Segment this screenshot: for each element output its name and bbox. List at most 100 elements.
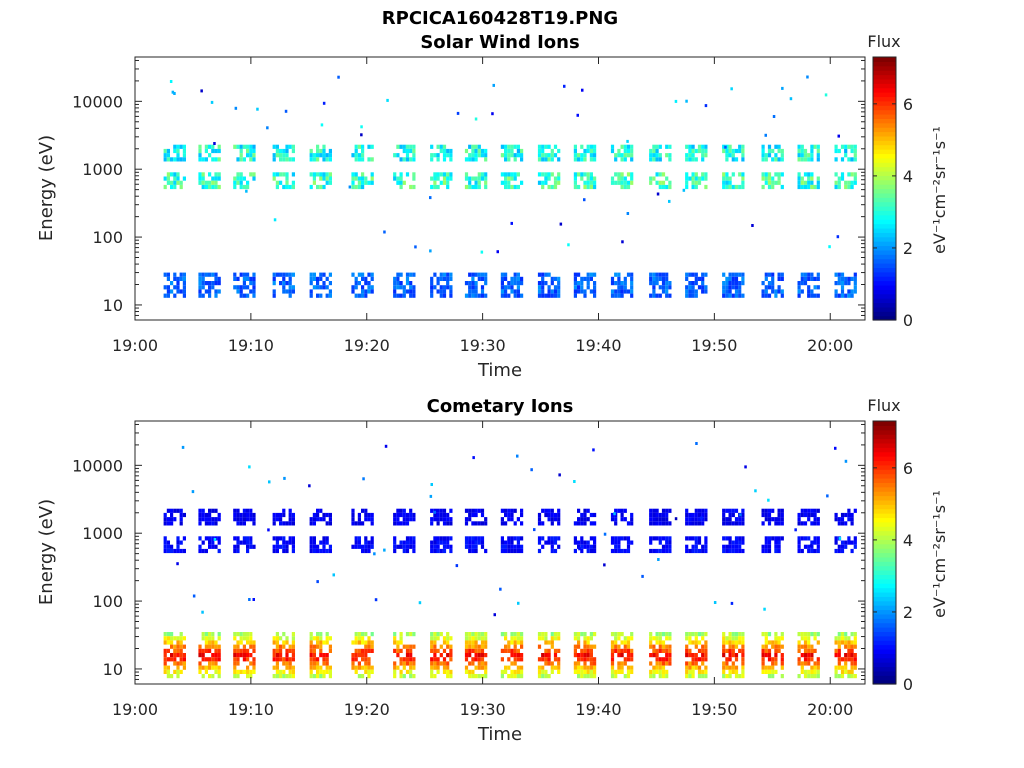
data-cell xyxy=(275,517,279,522)
colorbar-step xyxy=(873,241,896,247)
data-cell xyxy=(464,644,469,649)
data-cell xyxy=(396,508,400,513)
data-cell xyxy=(589,172,593,177)
data-cell xyxy=(658,293,662,298)
colorbar-step xyxy=(873,206,896,212)
data-cell xyxy=(256,107,259,111)
data-cell xyxy=(580,157,584,162)
data-cell xyxy=(204,632,208,637)
data-cell xyxy=(547,184,551,190)
data-cell xyxy=(767,544,772,549)
data-cell xyxy=(402,665,406,670)
data-cell xyxy=(252,644,256,649)
data-cell xyxy=(537,674,542,679)
data-cell xyxy=(176,644,180,649)
data-cell xyxy=(661,517,666,522)
data-cell xyxy=(685,99,688,103)
colorbar-step xyxy=(873,135,896,141)
data-cell xyxy=(516,669,520,674)
data-cell xyxy=(405,512,410,518)
data-cell xyxy=(211,281,215,286)
data-cell xyxy=(797,661,801,666)
data-cell xyxy=(516,517,520,522)
colorbar-tick-label: 0 xyxy=(903,675,913,694)
data-cell xyxy=(580,674,584,679)
data-cell xyxy=(449,293,453,298)
data-cell xyxy=(357,653,361,658)
data-cell xyxy=(580,517,584,522)
data-cell xyxy=(853,281,857,286)
data-cell xyxy=(496,250,499,254)
data-cell xyxy=(446,281,450,286)
data-cell xyxy=(547,517,551,522)
data-cell xyxy=(780,536,784,541)
data-cell xyxy=(233,285,237,290)
colorbar-step xyxy=(873,157,896,163)
data-cell xyxy=(204,548,208,554)
data-cell xyxy=(734,148,739,154)
data-cell xyxy=(242,512,246,518)
data-cell xyxy=(507,172,511,177)
data-cell xyxy=(800,536,804,541)
data-cell xyxy=(550,640,554,645)
data-cell xyxy=(761,521,765,526)
data-cell xyxy=(807,180,811,185)
data-cell xyxy=(236,544,240,549)
data-cell xyxy=(217,674,221,679)
data-cell xyxy=(163,665,167,670)
data-cell xyxy=(655,281,659,286)
data-cell xyxy=(834,281,838,286)
data-cell xyxy=(282,644,286,649)
data-cell xyxy=(725,661,729,666)
data-cell xyxy=(557,180,561,185)
data-cell xyxy=(780,148,784,154)
data-cell xyxy=(807,184,811,190)
data-cell xyxy=(626,674,631,679)
data-cell xyxy=(623,276,627,281)
data-cell xyxy=(725,157,729,162)
data-cell xyxy=(837,293,841,298)
data-cell xyxy=(367,144,371,149)
data-cell xyxy=(170,281,174,286)
data-cell xyxy=(182,512,186,518)
data-cell xyxy=(701,648,705,653)
data-cell xyxy=(471,540,475,545)
data-cell xyxy=(577,521,581,526)
data-cell xyxy=(182,144,186,149)
data-cell xyxy=(853,144,857,149)
colorbar-step xyxy=(873,78,896,84)
data-cell xyxy=(211,180,215,185)
data-cell xyxy=(803,512,808,518)
data-cell xyxy=(246,674,250,679)
data-cell xyxy=(777,508,781,513)
data-cell xyxy=(500,289,504,294)
data-cell xyxy=(201,653,205,658)
colorbar-step xyxy=(873,477,896,483)
data-cell xyxy=(204,648,208,653)
data-cell xyxy=(649,521,653,526)
data-cell xyxy=(288,281,292,286)
data-cell xyxy=(248,598,251,601)
data-cell xyxy=(840,289,845,294)
data-cell xyxy=(214,281,218,286)
data-cell xyxy=(722,293,726,298)
data-cell xyxy=(704,548,708,554)
data-cell xyxy=(614,153,618,158)
data-cell xyxy=(764,180,768,185)
data-cell xyxy=(617,665,621,670)
data-cell xyxy=(658,157,662,162)
data-cell xyxy=(163,544,167,549)
data-cell xyxy=(800,184,804,190)
data-cell xyxy=(593,665,597,670)
data-cell xyxy=(436,636,440,641)
data-cell xyxy=(652,276,656,281)
data-cell xyxy=(409,281,413,286)
colorbar-step xyxy=(873,618,896,624)
data-cell xyxy=(694,653,698,658)
data-cell xyxy=(553,176,558,181)
data-cell xyxy=(354,669,358,674)
data-cell xyxy=(182,289,186,294)
data-cell xyxy=(412,536,416,541)
data-cell xyxy=(853,536,857,541)
data-cell xyxy=(402,148,406,154)
